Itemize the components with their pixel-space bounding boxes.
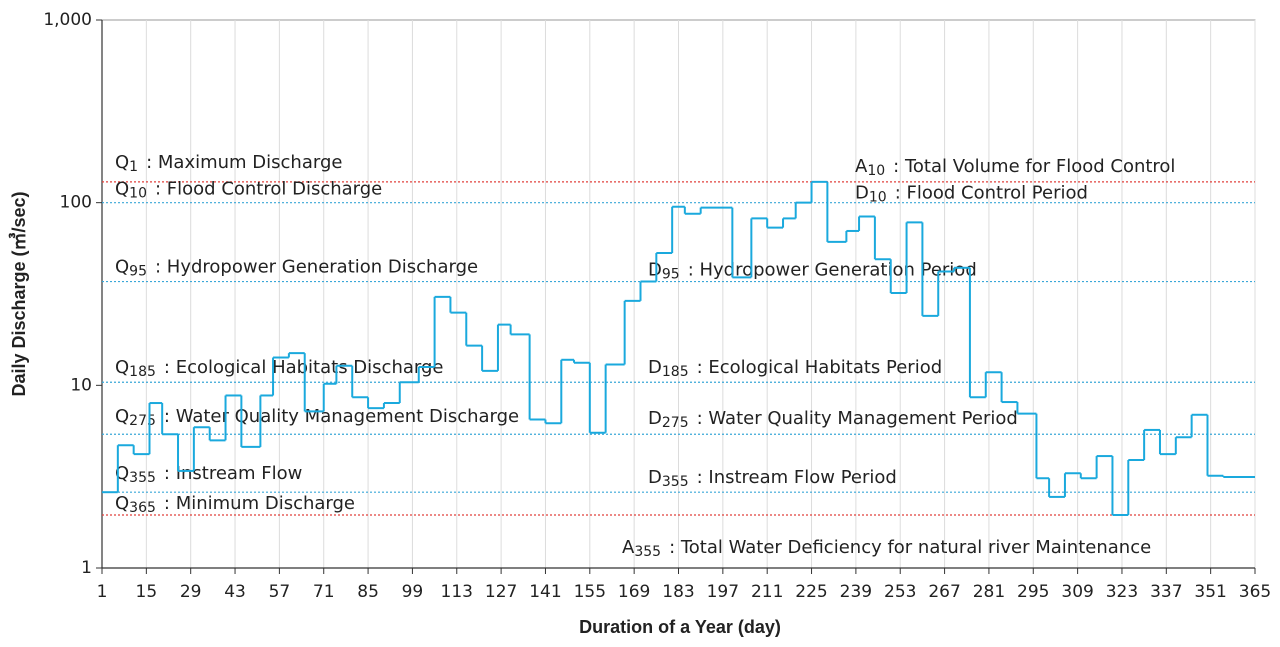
symbol: D [855, 183, 869, 204]
subscript: 1 [129, 159, 138, 175]
subscript: 10 [869, 190, 887, 206]
x-tick-label: 71 [313, 582, 335, 602]
period-label: D185 : Ecological Habitats Period [648, 357, 942, 380]
subscript: 355 [662, 474, 689, 490]
period-label: D275 : Water Quality Management Period [648, 408, 1018, 431]
subscript: 365 [129, 500, 156, 516]
x-tick-label: 155 [574, 582, 606, 602]
annotation-text: : Water Quality Management Discharge [164, 406, 519, 427]
annotation-text: : Ecological Habitats Period [697, 357, 943, 378]
period-label: D355 : Instream Flow Period [648, 467, 897, 490]
x-tick-label: 15 [136, 582, 158, 602]
x-tick-label: 323 [1106, 582, 1138, 602]
reference-label: Q95 : Hydropower Generation Discharge [115, 257, 478, 280]
x-tick-label: 253 [884, 582, 916, 602]
x-axis-title: Duration of a Year (day) [579, 617, 781, 637]
annotation-text: : Flood Control Discharge [155, 179, 382, 200]
subscript: 95 [662, 267, 680, 283]
symbol: A [622, 537, 635, 558]
symbol: Q [115, 179, 129, 200]
annotation-text: : Hydropower Generation Period [688, 260, 977, 281]
symbol: Q [115, 493, 129, 514]
annotation-text: : Minimum Discharge [164, 493, 355, 514]
x-tick-label: 1 [97, 582, 108, 602]
y-axis-title: Daily Discharge (㎥/sec) [8, 191, 29, 396]
x-tick-label: 211 [751, 582, 783, 602]
x-tick-label: 113 [441, 582, 473, 602]
y-tick-label: 1 [81, 558, 92, 578]
annotation-text: : Instream Flow [164, 463, 302, 484]
symbol: Q [115, 357, 129, 378]
symbol: D [648, 467, 662, 488]
x-tick-label: 281 [973, 582, 1005, 602]
annotation-text: : Instream Flow Period [697, 467, 897, 488]
x-tick-label: 85 [357, 582, 379, 602]
subscript: 275 [129, 413, 156, 429]
annotation-text: : Maximum Discharge [146, 152, 342, 173]
symbol: Q [115, 152, 129, 173]
subscript: 355 [634, 544, 661, 560]
y-tick-label: 100 [60, 193, 92, 213]
reference-label: Q365 : Minimum Discharge [115, 493, 355, 516]
x-tick-label: 351 [1194, 582, 1226, 602]
period-label: A10 : Total Volume for Flood Control [855, 156, 1175, 179]
symbol: D [648, 408, 662, 429]
annotation-text: : Water Quality Management Period [697, 408, 1018, 429]
x-tick-label: 197 [707, 582, 739, 602]
x-tick-label: 365 [1239, 582, 1271, 602]
x-tick-label: 337 [1150, 582, 1182, 602]
x-tick-label: 169 [618, 582, 650, 602]
subscript: 10 [129, 186, 147, 202]
period-label: D10 : Flood Control Period [855, 183, 1088, 206]
symbol: A [855, 156, 868, 177]
y-tick-label: 1,000 [43, 10, 92, 30]
subscript: 185 [662, 364, 689, 380]
x-tick-label: 57 [269, 582, 291, 602]
x-tick-label: 309 [1061, 582, 1093, 602]
reference-label: Q355: Instream Flow [115, 463, 302, 486]
reference-label: Q185 : Ecological Habitats Discharge [115, 357, 443, 380]
x-tick-label: 29 [180, 582, 202, 602]
x-tick-label: 183 [662, 582, 694, 602]
x-tick-label: 141 [529, 582, 561, 602]
subscript: 275 [662, 415, 689, 431]
annotation-text: : Flood Control Period [895, 183, 1088, 204]
annotation-text: : Total Water Deficiency for natural riv… [669, 537, 1151, 558]
x-tick-label: 127 [485, 582, 517, 602]
y-tick-label: 10 [70, 375, 92, 395]
reference-label: Q275 : Water Quality Management Discharge [115, 406, 519, 429]
reference-label: Q10 : Flood Control Discharge [115, 179, 382, 202]
x-tick-label: 43 [224, 582, 246, 602]
annotation-text: : Ecological Habitats Discharge [164, 357, 444, 378]
period-label: A355 : Total Water Deficiency for natural… [622, 537, 1151, 560]
x-tick-label: 239 [840, 582, 872, 602]
subscript: 355 [129, 470, 156, 486]
x-tick-label: 225 [795, 582, 827, 602]
period-label: D95 : Hydropower Generation Period [648, 260, 977, 283]
subscript: 185 [129, 364, 156, 380]
x-tick-label: 99 [402, 582, 424, 602]
x-tick-label: 295 [1017, 582, 1049, 602]
symbol: Q [115, 406, 129, 427]
annotation-text: : Hydropower Generation Discharge [155, 257, 478, 278]
x-tick-label: 267 [928, 582, 960, 602]
subscript: 95 [129, 264, 147, 280]
symbol: D [648, 357, 662, 378]
subscript: 10 [867, 163, 885, 179]
symbol: Q [115, 257, 129, 278]
symbol: D [648, 260, 662, 281]
annotation-text: : Total Volume for Flood Control [893, 156, 1175, 177]
reference-label: Q1 : Maximum Discharge [115, 152, 342, 175]
